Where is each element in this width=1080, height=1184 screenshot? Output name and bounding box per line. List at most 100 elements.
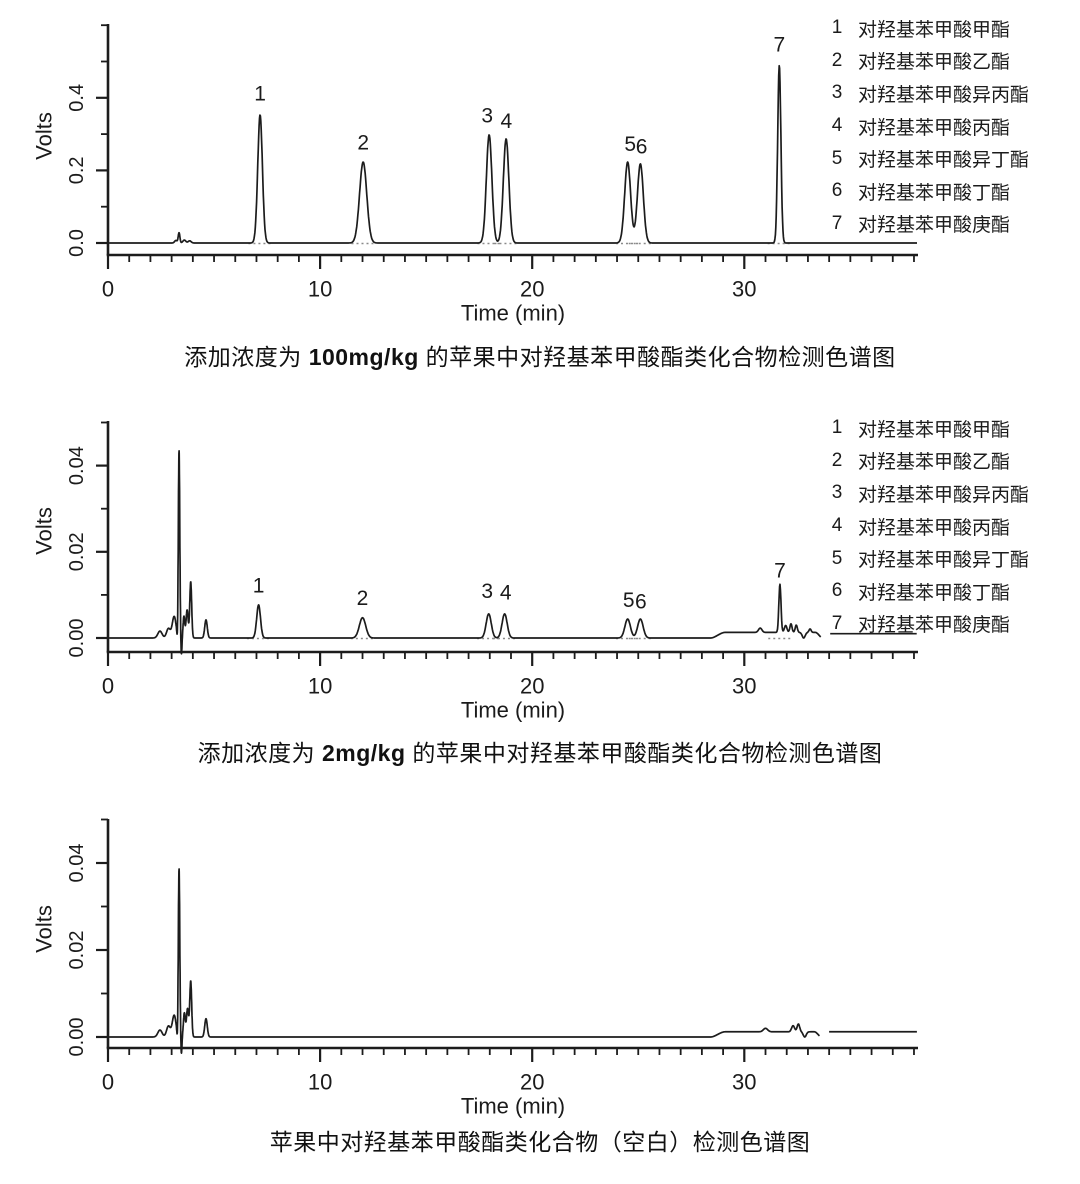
legend-2mgkg: 1 对羟基苯甲酸甲酯 2 对羟基苯甲酸乙酯 3 对羟基苯甲酸异丙酯 4 对羟基苯甲酸丙酯 5 对羟… [826, 412, 1029, 640]
chromatogram-plot-blank: 0 10 20 30 Time (min) 0.00 0.02 0.04 Volts [32, 818, 918, 1119]
x-axis-title: Time (min) [461, 1094, 565, 1119]
peak-number-label: 1 [253, 574, 265, 597]
y-tick-label: 0.04 [66, 844, 88, 883]
x-tick-label: 30 [732, 1070, 756, 1095]
legend-compound-name: 对羟基苯甲酸异丁酯 [858, 550, 1030, 572]
caption-blank: 苹果中对羟基苯甲酸酯类化合物（空白）检测色谱图 [0, 1123, 1080, 1157]
legend-item: 4 对羟基苯甲酸丙酯 [826, 510, 1029, 543]
x-tick-label: 10 [308, 1070, 332, 1095]
x-tick-label: 20 [520, 277, 544, 302]
peak-number-label: 6 [635, 590, 647, 613]
legend-item: 1 对羟基苯甲酸甲酯 [826, 412, 1029, 445]
legend-compound-name: 对羟基苯甲酸庚酯 [858, 215, 1011, 237]
y-tick-label: 0.02 [66, 931, 88, 970]
chromatogram-trace [108, 449, 822, 655]
legend-peak-number: 3 [831, 82, 843, 104]
legend-compound-name: 对羟基苯甲酸丙酯 [858, 117, 1011, 139]
legend-item: 3 对羟基苯甲酸异丙酯 [826, 477, 1029, 510]
y-tick-label: 0.02 [66, 532, 88, 571]
x-tick-label: 0 [102, 1070, 114, 1095]
legend-peak-number: 2 [831, 49, 843, 71]
legend-item: 3 对羟基苯甲酸异丙酯 [826, 77, 1029, 110]
x-tick-label: 0 [102, 674, 114, 699]
legend-compound-name: 对羟基苯甲酸甲酯 [858, 19, 1011, 41]
caption-100mgkg: 添加浓度为 100mg/kg 的苹果中对羟基苯甲酸酯类化合物检测色谱图 [0, 338, 1080, 372]
legend-item: 5 对羟基苯甲酸异丁酯 [826, 542, 1029, 575]
caption-text: 添加浓度为 [184, 344, 309, 370]
legend-item: 7 对羟基苯甲酸庚酯 [826, 608, 1029, 641]
peak-number-label: 5 [624, 133, 636, 156]
chromatogram-trace [108, 64, 918, 244]
chromatogram-trace [108, 868, 821, 1054]
x-tick-label: 20 [520, 1070, 544, 1095]
caption-text: 苹果中对羟基苯甲酸酯类化合物（空白）检测色谱图 [269, 1129, 811, 1155]
x-tick-label: 30 [732, 674, 756, 699]
peak-number-label: 7 [774, 559, 786, 582]
y-tick-label: 0.00 [66, 1018, 88, 1057]
legend-compound-name: 对羟基苯甲酸异丁酯 [858, 150, 1030, 172]
legend-item: 2 对羟基苯甲酸乙酯 [826, 445, 1029, 478]
legend-compound-name: 对羟基苯甲酸异丙酯 [858, 484, 1030, 506]
y-tick-label: 0.00 [66, 619, 88, 658]
y-axis-title: Volts [32, 112, 57, 160]
legend-item: 1 对羟基苯甲酸甲酯 [826, 12, 1029, 45]
legend-peak-number: 4 [831, 515, 843, 537]
legend-compound-name: 对羟基苯甲酸丁酯 [858, 182, 1011, 204]
legend-peak-number: 6 [831, 180, 843, 202]
legend-compound-name: 对羟基苯甲酸丁酯 [858, 582, 1011, 604]
legend-item: 6 对羟基苯甲酸丁酯 [826, 175, 1029, 208]
legend-peak-number: 2 [831, 449, 843, 471]
legend-item: 6 对羟基苯甲酸丁酯 [826, 575, 1029, 608]
y-tick-label: 0.0 [66, 229, 88, 257]
legend-peak-number: 5 [831, 147, 843, 169]
peak-number-label: 5 [623, 589, 635, 612]
legend-100mgkg: 1 对羟基苯甲酸甲酯 2 对羟基苯甲酸乙酯 3 对羟基苯甲酸异丙酯 4 对羟基苯甲酸丙酯 5 对羟… [826, 12, 1029, 240]
legend-compound-name: 对羟基苯甲酸丙酯 [858, 517, 1011, 539]
legend-item: 7 对羟基苯甲酸庚酯 [826, 208, 1029, 241]
legend-peak-number: 5 [831, 547, 843, 569]
legend-peak-number: 1 [831, 17, 843, 39]
x-axis-title: Time (min) [461, 698, 565, 723]
legend-item: 2 对羟基苯甲酸乙酯 [826, 45, 1029, 78]
legend-item: 4 对羟基苯甲酸丙酯 [826, 110, 1029, 143]
peak-number-label: 3 [481, 104, 493, 127]
y-tick-label: 0.04 [66, 446, 88, 485]
legend-compound-name: 对羟基苯甲酸庚酯 [858, 615, 1011, 637]
legend-peak-number: 1 [831, 417, 843, 439]
peak-number-label: 4 [500, 582, 512, 605]
legend-peak-number: 7 [831, 612, 843, 634]
peak-number-label: 7 [773, 34, 785, 57]
legend-compound-name: 对羟基苯甲酸异丙酯 [858, 84, 1030, 106]
y-axis-title: Volts [32, 905, 57, 953]
peak-number-label: 3 [481, 580, 493, 603]
y-axis-title: Volts [32, 507, 57, 555]
caption-text: 添加浓度为 [197, 740, 322, 766]
legend-item: 5 对羟基苯甲酸异丁酯 [826, 142, 1029, 175]
legend-peak-number: 6 [831, 580, 843, 602]
peak-number-label: 1 [254, 83, 266, 106]
caption-concentration-value: 100mg/kg [308, 344, 419, 370]
y-tick-label: 0.4 [66, 84, 88, 112]
legend-peak-number: 3 [831, 482, 843, 504]
caption-text: 的苹果中对羟基苯甲酸酯类化合物检测色谱图 [405, 740, 883, 766]
x-tick-label: 30 [732, 277, 756, 302]
legend-peak-number: 7 [831, 212, 843, 234]
caption-text: 的苹果中对羟基苯甲酸酯类化合物检测色谱图 [418, 344, 896, 370]
y-tick-label: 0.2 [66, 156, 88, 184]
x-tick-label: 20 [520, 674, 544, 699]
caption-2mgkg: 添加浓度为 2mg/kg 的苹果中对羟基苯甲酸酯类化合物检测色谱图 [0, 734, 1080, 768]
legend-compound-name: 对羟基苯甲酸乙酯 [858, 52, 1011, 74]
peak-number-label: 4 [500, 110, 512, 133]
peak-number-label: 2 [357, 587, 369, 610]
x-tick-label: 10 [308, 674, 332, 699]
x-tick-label: 0 [102, 277, 114, 302]
legend-peak-number: 4 [831, 115, 843, 137]
peak-number-label: 6 [636, 135, 648, 158]
legend-compound-name: 对羟基苯甲酸乙酯 [858, 452, 1011, 474]
peak-number-label: 2 [357, 132, 369, 155]
x-tick-label: 10 [308, 277, 332, 302]
legend-compound-name: 对羟基苯甲酸甲酯 [858, 419, 1011, 441]
